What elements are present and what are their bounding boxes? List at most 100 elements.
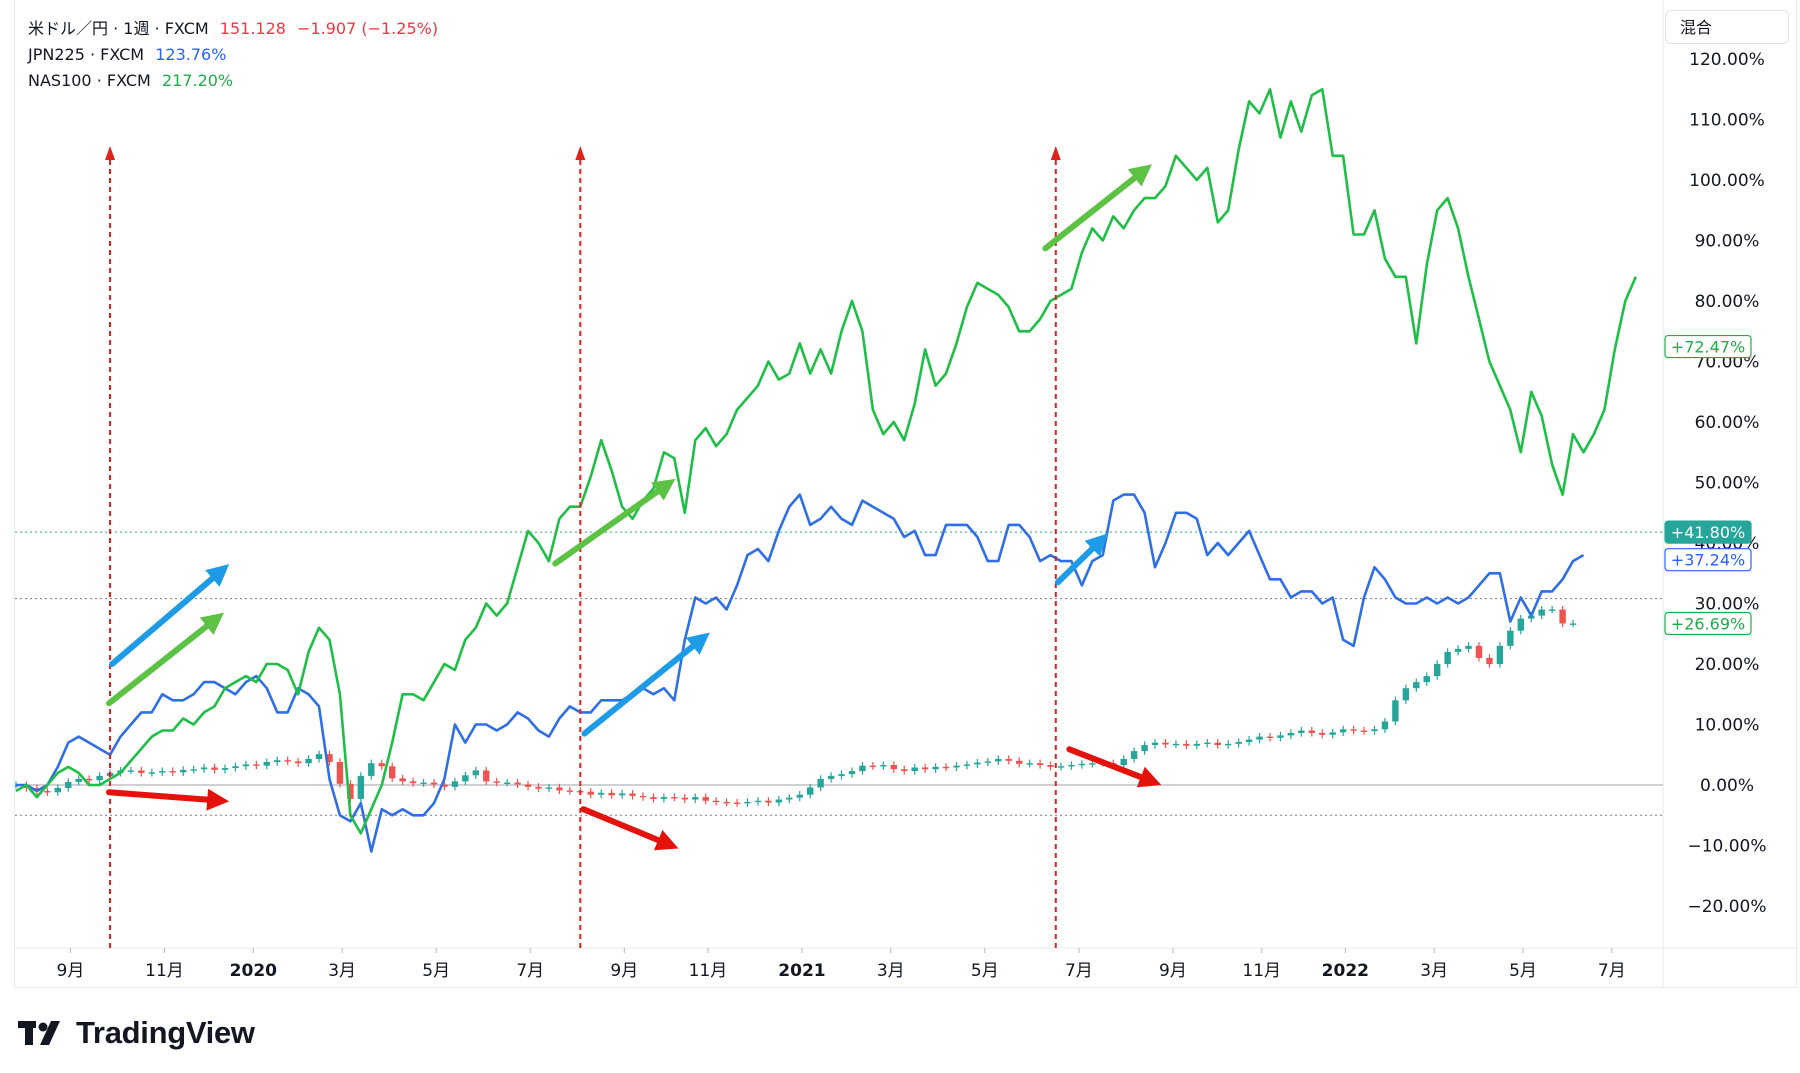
usdjpy-candle-body <box>556 787 563 791</box>
usdjpy-candle-body <box>1413 682 1420 689</box>
usdjpy-candle-body <box>1130 751 1138 759</box>
usdjpy-candle-body <box>618 793 626 796</box>
legend-change: −1.907 (−1.25%) <box>297 19 439 38</box>
legend-symbol: JPN225 · FXCM <box>28 45 145 64</box>
usdjpy-candle-body <box>1172 743 1180 746</box>
usdjpy-candle-body <box>953 765 960 768</box>
usdjpy-candle-body <box>1204 742 1211 745</box>
usdjpy-candle-body <box>1078 763 1086 766</box>
usdjpy-candle-body <box>702 797 709 801</box>
last-value-label-text: +26.69% <box>1671 615 1745 634</box>
usdjpy-candle-body <box>566 790 574 792</box>
usdjpy-candle-body <box>1371 729 1378 732</box>
usdjpy-candle-body <box>608 792 615 796</box>
legend-row-usdjpy[interactable]: 米ドル／円 · 1週 · FXCM 151.128 −1.907 (−1.25%… <box>28 16 438 42</box>
usdjpy-candle-body <box>242 764 250 767</box>
usdjpy-candle-body <box>451 781 459 787</box>
usdjpy-candle-body <box>315 754 323 759</box>
legend-row-jpn225[interactable]: JPN225 · FXCM 123.76% <box>28 42 438 68</box>
usdjpy-candle-body <box>1277 735 1284 738</box>
annotation-arrow-red <box>1066 746 1144 781</box>
tradingview-brand[interactable]: TradingView <box>18 1010 255 1056</box>
usdjpy-candle-body <box>159 771 166 773</box>
x-tick-label: 7月 <box>1598 961 1626 981</box>
y-tick-label: 60.00% <box>1695 413 1760 433</box>
usdjpy-candle-body <box>754 800 762 803</box>
x-tick-label: 5月 <box>422 961 450 981</box>
usdjpy-candle-body <box>1486 657 1493 664</box>
y-tick-label: 50.00% <box>1695 474 1760 494</box>
usdjpy-candle-body <box>1402 688 1410 701</box>
usdjpy-candle-body <box>389 766 396 779</box>
annotation-arrow-blue-head-icon <box>205 564 230 587</box>
y-tick-label: 100.00% <box>1689 171 1765 191</box>
usdjpy-candle-body <box>420 782 427 784</box>
y-tick-label: 30.00% <box>1695 595 1760 615</box>
usdjpy-candle-body <box>1026 763 1033 765</box>
chart-frame: −20.00% −10.00% 0.00% 10.00% 20.00% 30.00% 40.… <box>14 0 1798 988</box>
usdjpy-candle-body <box>399 778 406 782</box>
usdjpy-candle-body <box>1339 729 1347 733</box>
usdjpy-candle-body <box>629 793 636 796</box>
usdjpy-candle-body <box>911 767 918 772</box>
usdjpy-candle-body <box>263 762 270 766</box>
usdjpy-candle-body <box>1235 742 1242 744</box>
usdjpy-candle-body <box>660 797 668 799</box>
usdjpy-candle-body <box>462 775 469 782</box>
usdjpy-candle-body <box>786 797 793 800</box>
usdjpy-candle-body <box>587 791 594 795</box>
usdjpy-candle-body <box>1350 729 1357 731</box>
scale-mode-button[interactable]: 混合 <box>1665 10 1789 44</box>
usdjpy-candle-body <box>221 768 229 770</box>
usdjpy-candle-body <box>127 770 135 772</box>
annotation-arrow-green <box>106 623 210 707</box>
usdjpy-candle-body <box>409 781 417 784</box>
usdjpy-candle-body <box>995 758 1002 762</box>
legend-row-nas100[interactable]: NAS100 · FXCM 217.20% <box>28 68 438 94</box>
annotation-arrow-blue <box>581 643 696 737</box>
x-tick-label: 2022 <box>1322 961 1369 981</box>
legend-symbol: 米ドル／円 · 1週 · FXCM <box>28 19 209 38</box>
annotation-arrow-blue-head-icon <box>1084 533 1109 557</box>
usdjpy-candle-body <box>85 778 93 781</box>
usdjpy-candle-body <box>796 794 803 798</box>
usdjpy-candle-body <box>253 764 260 766</box>
usdjpy-candle-body <box>598 792 605 795</box>
usdjpy-candle-body <box>1423 676 1430 683</box>
chart-plot[interactable]: −20.00%−10.00%0.00%10.00%20.00%30.00%40.… <box>15 0 1798 988</box>
x-tick-label: 7月 <box>516 961 544 981</box>
usdjpy-candle-body <box>974 762 981 765</box>
x-tick-label: 11月 <box>145 961 184 981</box>
y-tick-label: 110.00% <box>1689 111 1765 131</box>
usdjpy-candle-body <box>1360 730 1368 732</box>
usdjpy-candle-body <box>859 765 866 772</box>
usdjpy-candle-body <box>284 760 291 762</box>
chart-legend: 米ドル／円 · 1週 · FXCM 151.128 −1.907 (−1.25%… <box>28 16 438 94</box>
usdjpy-candle-body <box>1120 758 1127 766</box>
legend-value: 151.128 <box>219 19 286 38</box>
x-tick-label: 2020 <box>230 961 277 981</box>
annotation-arrow-green-head-icon <box>651 478 676 501</box>
usdjpy-candle-body <box>890 765 897 770</box>
usdjpy-candle-body <box>1507 630 1514 646</box>
usdjpy-candle-body <box>180 769 187 773</box>
usdjpy-candle-body <box>336 762 344 784</box>
usdjpy-candle-body <box>148 772 156 774</box>
usdjpy-candle-body <box>1151 742 1159 746</box>
annotation-arrow-green <box>552 488 661 567</box>
usdjpy-candle-body <box>1329 732 1336 735</box>
jpn225-line <box>16 493 1585 853</box>
legend-value: 123.76% <box>155 45 227 64</box>
usdjpy-candle-body <box>200 767 208 770</box>
annotation-arrow-green-head-icon <box>199 612 224 635</box>
legend-value: 217.20% <box>161 71 234 90</box>
usdjpy-candle-body <box>138 770 145 773</box>
usdjpy-candle-body <box>54 788 61 793</box>
usdjpy-candle-body <box>1392 700 1399 722</box>
last-value-label-text: +41.80% <box>1671 523 1745 542</box>
usdjpy-candle-body <box>775 799 783 803</box>
x-tick-label: 5月 <box>1509 961 1537 981</box>
usdjpy-candle-body <box>1016 760 1023 764</box>
usdjpy-candle-body <box>483 770 490 782</box>
y-tick-label: 0.00% <box>1700 776 1754 796</box>
